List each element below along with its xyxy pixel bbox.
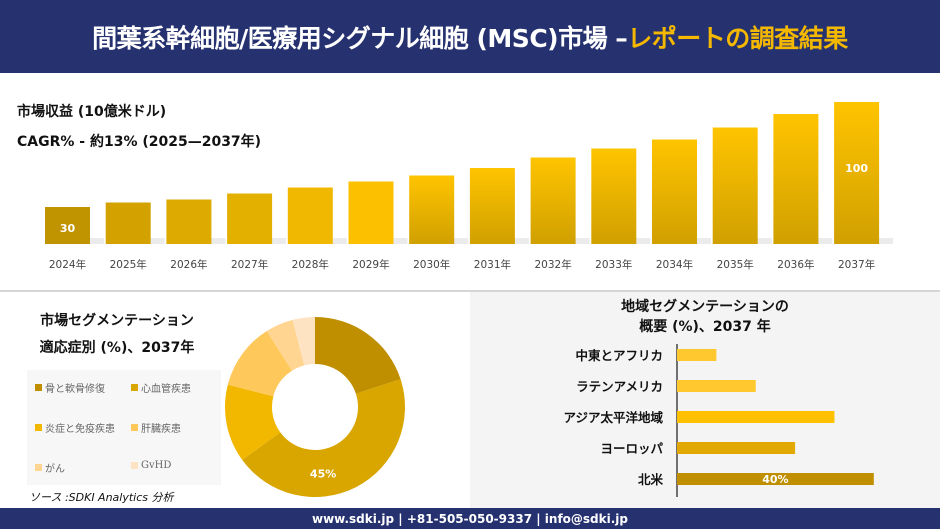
data-label: 40% xyxy=(762,473,788,486)
legend-swatch xyxy=(131,424,138,431)
legend-swatch xyxy=(131,462,138,469)
x-tick-label: 2024年 xyxy=(49,258,86,271)
category-label: 中東とアフリカ xyxy=(575,348,663,363)
x-tick-label: 2034年 xyxy=(656,258,693,271)
x-tick-label: 2030年 xyxy=(413,258,450,271)
region-title-1: 地域セグメンテーションの xyxy=(621,299,789,315)
bar-2033年 xyxy=(591,148,637,244)
data-label: 100 xyxy=(845,162,868,175)
bar-2024年 xyxy=(45,207,90,244)
donut-legend: 骨と軟骨修復 心血管疾患炎症と免疫疾患 肝臓疾患がん GvHD xyxy=(27,370,221,485)
slice-肝臓疾患 xyxy=(227,331,292,397)
x-tick-label: 2029年 xyxy=(352,258,389,271)
bar-北米 xyxy=(677,473,874,485)
bar-2025年 xyxy=(105,202,151,244)
segmentation-title-2: 適応症別 (%)、2037年 xyxy=(39,340,195,356)
slice-骨と軟骨修復 xyxy=(315,317,401,394)
category-label: アジア太平洋地域 xyxy=(563,410,663,425)
bar-2036年 xyxy=(773,114,819,244)
x-tick-label: 2027年 xyxy=(231,258,268,271)
category-label: ラテンアメリカ xyxy=(576,379,663,394)
data-label: 30 xyxy=(60,222,76,235)
region-title-2: 概要 (%)、2037 年 xyxy=(639,319,771,335)
x-tick-label: 2028年 xyxy=(292,258,329,271)
legend-label: がん xyxy=(45,464,65,475)
legend-item: 肝臓疾患 xyxy=(131,420,181,435)
revenue-bar-chart: 2024年 30 2025年 2026年 2027年 2028年 2029年 2030年 203… xyxy=(45,102,894,271)
bar-中東とアフリカ xyxy=(677,349,717,361)
bar-ヨーロッパ xyxy=(677,442,796,454)
bar-2029年 xyxy=(348,181,394,244)
legend-label: 骨と軟骨修復 xyxy=(45,384,105,395)
bar-2037年 xyxy=(834,102,880,244)
category-label: ヨーロッパ xyxy=(600,441,663,456)
bar-2035年 xyxy=(712,127,758,244)
bar-2026年 xyxy=(166,199,212,244)
footer-contact: www.sdki.jp | +81-505-050-9337 | info@sd… xyxy=(0,508,940,529)
legend-swatch xyxy=(35,384,42,391)
legend-label: 炎症と免疫疾患 xyxy=(45,424,115,435)
bar-アジア太平洋地域 xyxy=(677,411,835,423)
revenue-section: 市場収益 (10億米ドル) CAGR% - 約13% (2025—2037年) xyxy=(0,73,940,290)
x-tick-label: 2033年 xyxy=(595,258,632,271)
x-tick-label: 2026年 xyxy=(170,258,207,271)
x-tick-label: 2036年 xyxy=(777,258,814,271)
legend-swatch xyxy=(35,424,42,431)
legend-item: 骨と軟骨修復 xyxy=(35,380,105,395)
legend-item: がん xyxy=(35,460,65,475)
x-tick-label: 2031年 xyxy=(474,258,511,271)
bar-2027年 xyxy=(227,193,273,244)
source-note: ソース :SDKI Analytics 分析 xyxy=(29,491,174,504)
cagr-text: CAGR% - 約13% (2025—2037年) xyxy=(17,134,262,150)
revenue-title: 市場収益 (10億米ドル) xyxy=(17,104,167,120)
bar-2032年 xyxy=(530,157,576,244)
legend-swatch xyxy=(35,464,42,471)
legend-label: GvHD xyxy=(141,460,172,471)
report-title: 間葉系幹細胞/医療用シグナル細胞 (MSC)市場 – レポートの調査結果 xyxy=(0,0,940,73)
x-tick-label: 2032年 xyxy=(534,258,571,271)
slice-label: 45% xyxy=(310,468,336,481)
legend-label: 肝臓疾患 xyxy=(141,424,181,435)
segmentation-title-1: 市場セグメンテーション xyxy=(40,313,194,329)
legend-item: GvHD xyxy=(131,460,171,471)
legend-item: 心血管疾患 xyxy=(131,380,191,395)
slice-GvHD xyxy=(292,317,315,366)
indication-donut-chart: 45% xyxy=(225,317,406,498)
bar-2030年 xyxy=(409,175,455,244)
x-tick-label: 2037年 xyxy=(838,258,875,271)
bar-2034年 xyxy=(652,139,697,244)
title-main: 間葉系幹細胞/医療用シグナル細胞 (MSC)市場 – xyxy=(92,23,628,53)
bar-2031年 xyxy=(469,168,515,244)
bar-ラテンアメリカ xyxy=(677,380,756,392)
category-label: 北米 xyxy=(638,472,664,487)
bar-2028年 xyxy=(287,187,333,244)
title-accent: レポートの調査結果 xyxy=(627,23,848,53)
x-tick-label: 2035年 xyxy=(717,258,754,271)
slice-炎症と免疫疾患 xyxy=(225,384,281,460)
slice-心血管疾患 xyxy=(242,379,406,498)
slice-がん xyxy=(266,319,305,371)
legend-label: 心血管疾患 xyxy=(141,384,191,395)
legend-swatch xyxy=(131,384,138,391)
divider xyxy=(0,290,940,292)
x-tick-label: 2025年 xyxy=(110,258,147,271)
legend-item: 炎症と免疫疾患 xyxy=(35,420,115,435)
region-panel: 地域セグメンテーションの 概要 (%)、2037 年 中東とアフリカ ラテンアメリ… xyxy=(470,292,940,508)
